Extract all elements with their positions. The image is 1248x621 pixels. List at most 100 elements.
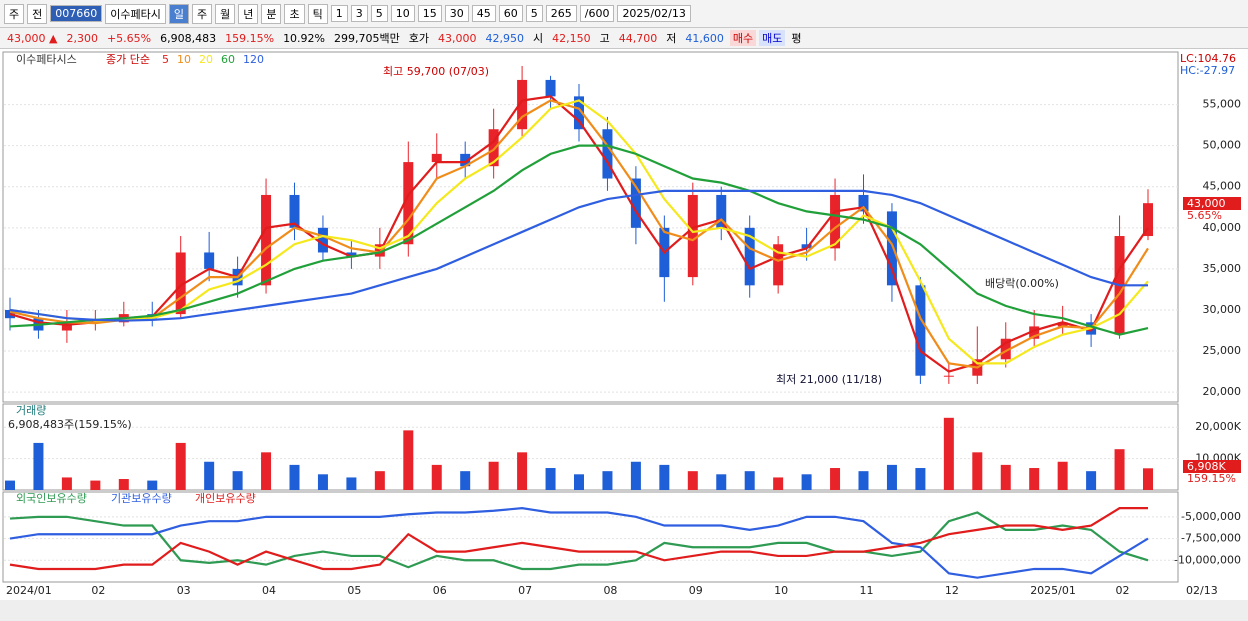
- toolbar-button[interactable]: 5: [370, 5, 388, 22]
- volume-bar: [403, 430, 414, 490]
- volume-bar: [1086, 471, 1097, 490]
- volume-pane: [2, 403, 1179, 491]
- quote-field: 호가: [408, 32, 429, 45]
- toolbar-button[interactable]: 일: [168, 3, 189, 24]
- x-tick-label: 2024/01: [6, 584, 52, 597]
- candle-body: [1029, 326, 1040, 339]
- toolbar-button[interactable]: 월: [215, 3, 236, 24]
- last-volume: 6,908K: [1187, 460, 1226, 473]
- price-pane: [2, 51, 1179, 403]
- toolbar-button[interactable]: 15: [417, 5, 442, 22]
- x-tick-label: 05: [347, 584, 361, 597]
- candle-body: [1057, 322, 1068, 327]
- toolbar-button[interactable]: 5: [525, 5, 543, 22]
- volume-bar: [488, 461, 499, 490]
- volume-bar: [1114, 449, 1125, 490]
- pane-subtitle: 6,908,483주(159.15%): [8, 418, 132, 431]
- volume-bar: [346, 477, 357, 490]
- candle-body: [630, 178, 641, 228]
- toolbar-button[interactable]: 2025/02/13: [617, 5, 691, 22]
- candle-body: [858, 194, 869, 212]
- toolbar-button[interactable]: 초: [284, 3, 305, 24]
- candle-body: [517, 79, 528, 130]
- candle-body: [1143, 203, 1153, 237]
- y-tick-label: -7,500,000: [1181, 532, 1241, 545]
- annotation: 배당락(0.00%): [985, 277, 1059, 290]
- legend-entry: 개인보유수량: [195, 492, 256, 505]
- corner-label: LC:104.76: [1180, 52, 1236, 65]
- toolbar-button[interactable]: 분: [261, 3, 282, 24]
- volume-bar: [972, 452, 983, 490]
- pane-title: 거래량: [16, 404, 46, 417]
- x-tick-label: 11: [860, 584, 874, 597]
- x-tick-label: 12: [945, 584, 959, 597]
- quote-field: 42,950: [485, 31, 525, 45]
- volume-bar: [545, 468, 556, 490]
- ma-line: [9, 99, 1149, 369]
- quote-field[interactable]: 매수: [729, 30, 757, 46]
- toolbar-button[interactable]: 10: [390, 5, 415, 22]
- last-volume-pct: 159.15%: [1187, 472, 1236, 485]
- toolbar-button[interactable]: 주: [4, 3, 25, 24]
- toolbar-button[interactable]: 틱: [307, 3, 328, 24]
- quote-field: 고: [599, 32, 610, 45]
- candle-body: [1000, 338, 1011, 360]
- quote-field[interactable]: 평: [791, 32, 802, 45]
- x-tick-label: 02: [91, 584, 105, 597]
- y-tick-label: 40,000: [1203, 221, 1242, 234]
- volume-bar: [574, 474, 584, 490]
- toolbar-button[interactable]: 주: [191, 3, 213, 24]
- candle-body: [431, 153, 442, 163]
- quote-field: 6,908,483: [160, 31, 217, 45]
- volume-bar: [602, 471, 613, 490]
- y-tick-label: 35,000: [1203, 262, 1242, 275]
- quote-field[interactable]: 매도: [759, 30, 786, 46]
- toolbar-button[interactable]: 전: [27, 3, 48, 24]
- toolbar-button[interactable]: 265: [545, 5, 577, 22]
- candle-body: [744, 227, 755, 286]
- annotation: 최저 21,000 (11/18): [776, 373, 882, 386]
- toolbar-button[interactable]: 45: [471, 5, 496, 22]
- candle-body: [574, 96, 584, 130]
- toolbar-button[interactable]: 이수페타시: [105, 3, 166, 24]
- candle-body: [545, 79, 556, 97]
- toolbar-button[interactable]: 007660: [50, 5, 103, 22]
- y-tick-label: 50,000: [1203, 139, 1242, 152]
- candle-body: [488, 129, 499, 167]
- volume-bar: [858, 471, 869, 490]
- candle-body: [830, 194, 841, 249]
- volume-bar: [147, 480, 158, 490]
- quote-field: 42,150: [552, 31, 591, 45]
- toolbar-button[interactable]: 년: [238, 3, 259, 24]
- ma-line: [9, 144, 1149, 336]
- candle-body: [886, 211, 897, 286]
- x-tick-label: 06: [433, 584, 447, 597]
- y-tick-label: 20,000K: [1195, 420, 1241, 433]
- volume-bar: [289, 464, 300, 490]
- toolbar-button[interactable]: 60: [498, 5, 523, 22]
- toolbar-button[interactable]: 3: [350, 5, 368, 22]
- toolbar-button[interactable]: 1: [330, 5, 348, 22]
- candle-body: [403, 162, 414, 245]
- x-tick-label: 08: [603, 584, 617, 597]
- candle-body: [943, 375, 954, 377]
- quote-field: 44,700: [618, 31, 658, 45]
- volume-bar: [716, 474, 727, 490]
- candle-body: [289, 194, 300, 228]
- volume-bar: [5, 480, 15, 490]
- quote-field: 저: [666, 32, 677, 45]
- quote-field: 43,000 ▲: [7, 31, 58, 45]
- volume-bar: [915, 468, 926, 490]
- volume-bar: [773, 477, 784, 490]
- scrollbar[interactable]: [0, 600, 1248, 621]
- y-tick-label: 20,000: [1203, 385, 1242, 398]
- toolbar-button[interactable]: /600: [579, 5, 615, 22]
- x-tick-label: 09: [689, 584, 703, 597]
- x-tick-label: 04: [262, 584, 276, 597]
- ma-line: [9, 95, 1149, 373]
- volume-bar: [431, 464, 442, 490]
- toolbar: 주 전 007660 이수페타시 일 주 월 년 분 초 틱 1 3 5 10 15 30 45 60 5 265/60…: [0, 0, 1248, 28]
- y-tick-label: -5,000,000: [1181, 510, 1241, 523]
- toolbar-button[interactable]: 30: [444, 5, 469, 22]
